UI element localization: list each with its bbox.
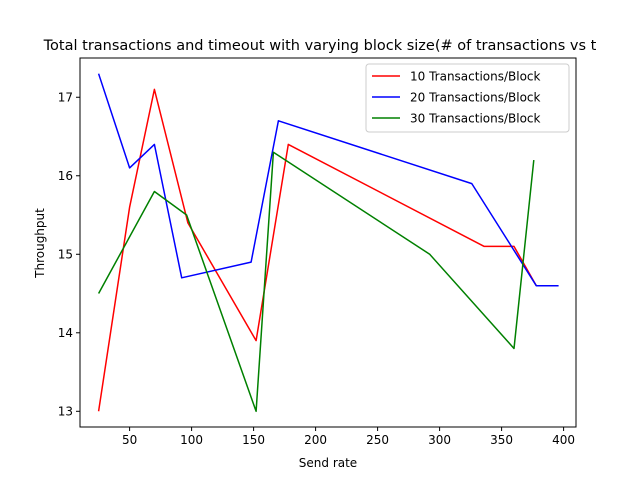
- x-tick-label: 300: [428, 433, 451, 447]
- y-axis-label: Throughput: [33, 208, 47, 279]
- y-tick-label: 13: [58, 404, 73, 418]
- x-tick-label: 400: [552, 433, 575, 447]
- x-tick-label: 150: [242, 433, 265, 447]
- y-axis-ticks: 13 14 15 16 17: [58, 90, 80, 418]
- legend-label-3: 30 Transactions/Block: [410, 112, 541, 126]
- series-line-2: [97, 73, 559, 287]
- x-tick-label: 250: [366, 433, 389, 447]
- legend-box: [365, 63, 570, 133]
- x-tick-label: 350: [490, 433, 513, 447]
- x-axis-ticks: 50 100 150 200 250 300 350 400: [122, 427, 575, 447]
- x-tick-label: 50: [122, 433, 137, 447]
- x-tick-label: 200: [304, 433, 327, 447]
- plot-lines: [97, 73, 559, 413]
- y-tick-label: 16: [58, 169, 73, 183]
- plot-frame: [79, 57, 577, 428]
- series-line-3: [97, 151, 535, 413]
- y-tick-label: 15: [58, 247, 73, 261]
- legend-label-2: 20 Transactions/Block: [410, 91, 541, 105]
- y-tick-label: 14: [58, 326, 73, 340]
- series-line-1: [97, 88, 537, 412]
- legend-label-1: 10 Transactions/Block: [410, 70, 541, 84]
- legend: 10 Transactions/Block 20 Transactions/Blo…: [365, 63, 570, 133]
- x-tick-label: 100: [180, 433, 203, 447]
- chart-title: Total transactions and timeout with vary…: [43, 38, 597, 54]
- x-axis-label: Send rate: [299, 456, 357, 470]
- y-tick-label: 17: [58, 90, 73, 104]
